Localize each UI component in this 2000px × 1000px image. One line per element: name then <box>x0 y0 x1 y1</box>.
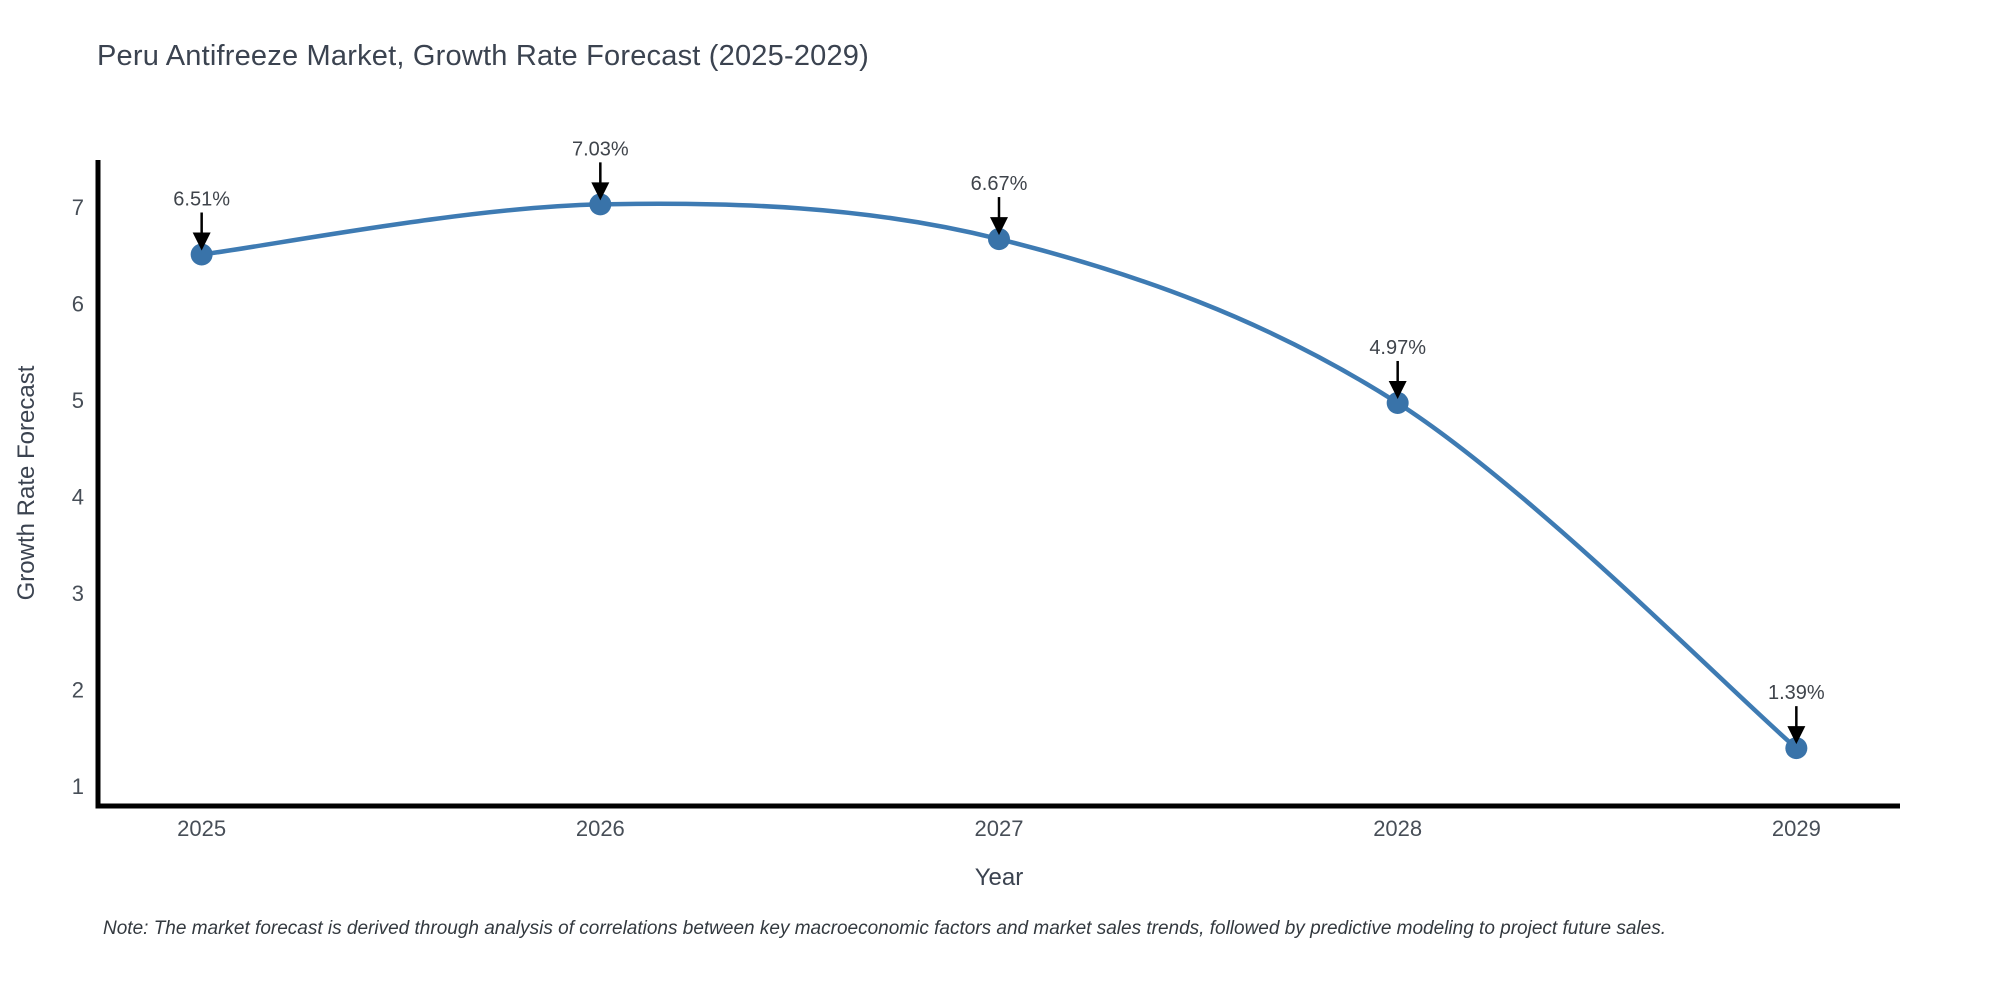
data-point <box>190 243 213 266</box>
chart-title: Peru Antifreeze Market, Growth Rate Fore… <box>97 40 869 72</box>
annotation-arrow-head <box>591 182 610 201</box>
data-point <box>988 228 1010 251</box>
y-tick-label: 4 <box>72 484 84 509</box>
y-tick-label: 2 <box>72 677 84 702</box>
x-axis-title: Year <box>974 864 1024 891</box>
footnote: Note: The market forecast is derived thr… <box>103 918 1666 939</box>
data-point <box>1386 391 1409 414</box>
y-tick-label: 5 <box>72 388 84 413</box>
point-label: 7.03% <box>572 138 629 160</box>
annotation-arrow-head <box>1388 380 1407 399</box>
annotation-arrow-head <box>192 232 211 251</box>
x-tick-label: 2029 <box>1772 816 1821 841</box>
axis-spines <box>95 160 1900 809</box>
y-tick-label: 3 <box>72 581 84 606</box>
point-label: 1.39% <box>1768 682 1825 704</box>
annotation-arrow-head <box>1787 726 1806 745</box>
annotation-arrow-head <box>990 217 1008 236</box>
y-tick-label: 1 <box>72 774 84 799</box>
data-point <box>589 193 612 216</box>
point-label: 6.51% <box>173 188 230 210</box>
y-tick-label: 6 <box>72 292 84 317</box>
x-tick-label: 2025 <box>177 816 226 841</box>
x-tick-label: 2028 <box>1373 816 1422 841</box>
x-tick-label: 2027 <box>975 816 1024 841</box>
y-tick-label: 7 <box>72 195 84 220</box>
x-tick-label: 2026 <box>576 816 625 841</box>
data-point <box>1785 737 1808 760</box>
point-label: 4.97% <box>1369 337 1426 359</box>
forecast-line <box>199 201 1799 751</box>
point-label: 6.67% <box>971 173 1028 195</box>
